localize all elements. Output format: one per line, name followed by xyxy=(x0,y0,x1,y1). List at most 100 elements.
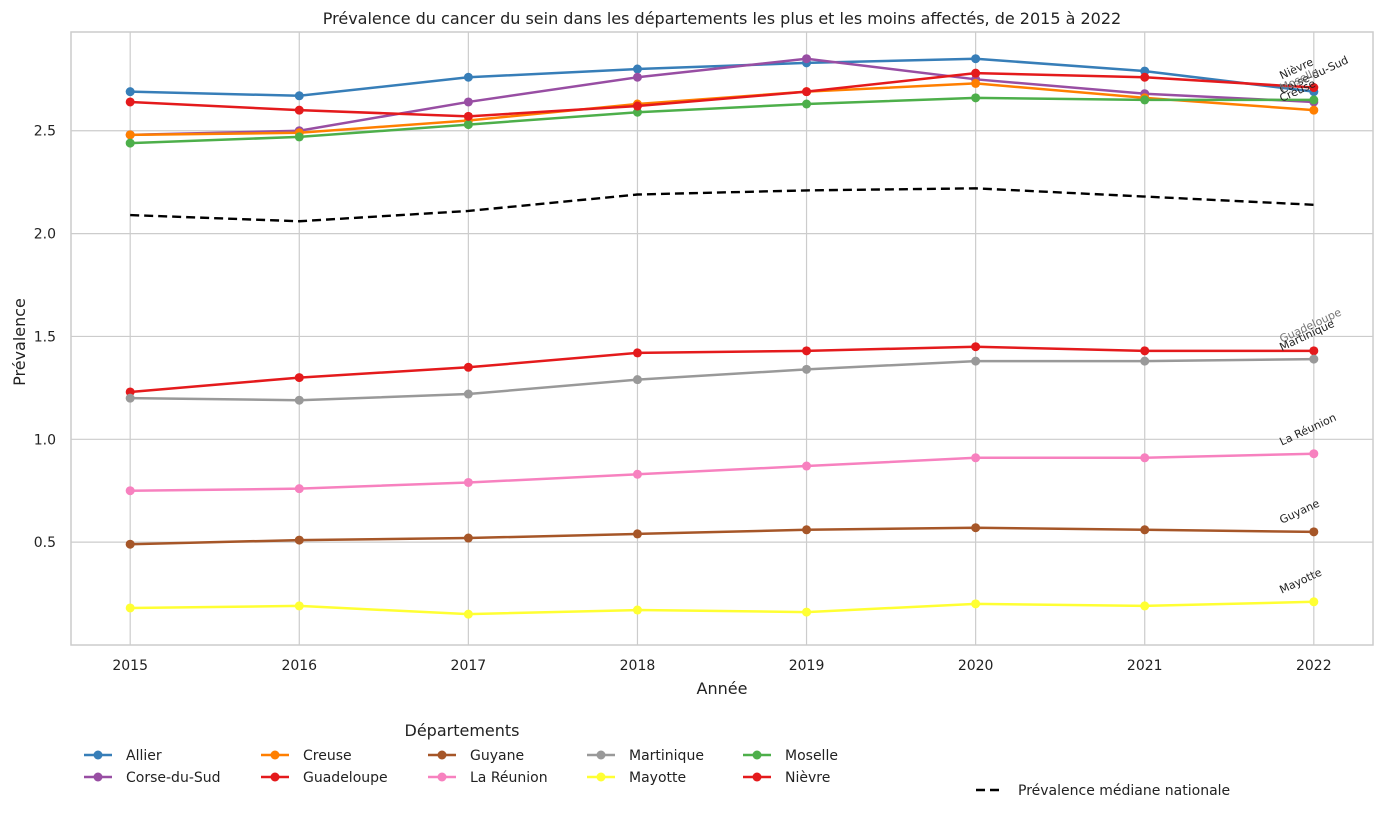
legend-label: Martinique xyxy=(629,748,704,764)
y-tick-labels: 0.5 1.0 1.5 2.0 2.5 xyxy=(34,124,56,551)
legend-label: Guyane xyxy=(470,748,524,764)
data-point xyxy=(1140,601,1150,611)
data-point xyxy=(802,54,812,64)
data-point xyxy=(632,101,642,111)
median-line xyxy=(130,187,1314,223)
data-point xyxy=(125,486,135,496)
data-point xyxy=(463,477,473,487)
data-point xyxy=(1309,95,1319,105)
data-point xyxy=(125,130,135,140)
series-line xyxy=(130,345,1314,394)
data-point xyxy=(463,609,473,619)
data-point xyxy=(971,523,981,533)
data-point xyxy=(1309,449,1319,459)
data-point xyxy=(632,64,642,74)
legend-label: Prévalence médiane nationale xyxy=(1018,783,1230,799)
data-point xyxy=(463,97,473,107)
chart-title: Prévalence du cancer du sein dans les dé… xyxy=(323,9,1121,28)
legend-label: Nièvre xyxy=(785,770,830,786)
data-point xyxy=(125,87,135,97)
data-point xyxy=(125,387,135,397)
legend-item: La Réunion xyxy=(428,770,548,786)
data-point xyxy=(1309,346,1319,356)
data-point xyxy=(632,529,642,539)
data-point xyxy=(125,539,135,549)
data-point xyxy=(1140,453,1150,463)
data-point xyxy=(1309,105,1319,115)
legend-item: Moselle xyxy=(743,748,838,764)
data-point xyxy=(971,342,981,352)
data-point xyxy=(125,138,135,148)
data-point xyxy=(971,93,981,103)
series-line xyxy=(130,452,1314,492)
data-point xyxy=(1309,83,1319,93)
x-tick-label: 2017 xyxy=(451,658,487,674)
legend-swatch-marker xyxy=(752,772,762,782)
median-series xyxy=(130,187,1314,223)
legend-swatch-marker xyxy=(93,750,103,760)
data-point xyxy=(971,68,981,78)
data-point xyxy=(294,395,304,405)
data-point xyxy=(632,348,642,358)
data-point xyxy=(1309,354,1319,364)
legend-swatch-marker xyxy=(596,772,606,782)
median-legend: Prévalence médiane nationale xyxy=(976,783,1230,799)
data-point xyxy=(1140,95,1150,105)
data-point xyxy=(463,533,473,543)
series-moselle xyxy=(125,93,1319,148)
data-point xyxy=(802,461,812,471)
series-line xyxy=(130,96,1314,145)
legend-item: Nièvre xyxy=(743,770,830,786)
legend-item: Creuse xyxy=(261,748,352,764)
data-point xyxy=(294,373,304,383)
grid xyxy=(71,32,1373,645)
legend-item: Martinique xyxy=(587,748,704,764)
data-point xyxy=(294,601,304,611)
series-line xyxy=(130,57,1314,137)
data-point xyxy=(294,535,304,545)
legend-label: Creuse xyxy=(303,748,352,764)
y-tick-label: 1.0 xyxy=(34,432,56,448)
data-point xyxy=(632,375,642,385)
series-line xyxy=(130,357,1314,402)
series-line xyxy=(130,526,1314,546)
legend-label: La Réunion xyxy=(470,770,548,786)
data-point xyxy=(463,362,473,372)
legend-swatch-marker xyxy=(752,750,762,760)
data-point xyxy=(802,607,812,617)
legend-label: Moselle xyxy=(785,748,838,764)
series-line xyxy=(130,600,1314,616)
data-point xyxy=(125,603,135,613)
data-point xyxy=(1140,346,1150,356)
data-point xyxy=(971,599,981,609)
legend-item: Mayotte xyxy=(587,770,686,786)
data-point xyxy=(1140,525,1150,535)
data-point xyxy=(971,78,981,88)
y-tick-label: 2.0 xyxy=(34,227,56,243)
series-group xyxy=(125,54,1319,619)
legend-swatch-marker xyxy=(270,750,280,760)
x-axis-label: Année xyxy=(697,679,748,698)
x-tick-label: 2015 xyxy=(112,658,148,674)
data-point xyxy=(971,356,981,366)
data-point xyxy=(1309,527,1319,537)
legend-swatch-marker xyxy=(437,772,447,782)
data-point xyxy=(802,525,812,535)
data-point xyxy=(125,97,135,107)
data-point xyxy=(1140,72,1150,82)
data-point xyxy=(463,72,473,82)
x-tick-label: 2022 xyxy=(1296,658,1332,674)
y-tick-label: 1.5 xyxy=(34,329,56,345)
y-tick-label: 2.5 xyxy=(34,124,56,140)
legend-item: Allier xyxy=(84,748,162,764)
legend: Allier Corse-du-Sud Creuse Guadeloupe Guyane… xyxy=(84,748,838,786)
data-point xyxy=(632,72,642,82)
legend-label: Guadeloupe xyxy=(303,770,388,786)
data-point xyxy=(632,469,642,479)
data-point xyxy=(1309,597,1319,607)
series-line xyxy=(130,71,1314,118)
plot-area xyxy=(70,31,1374,646)
x-tick-label: 2020 xyxy=(958,658,994,674)
data-point xyxy=(463,120,473,130)
